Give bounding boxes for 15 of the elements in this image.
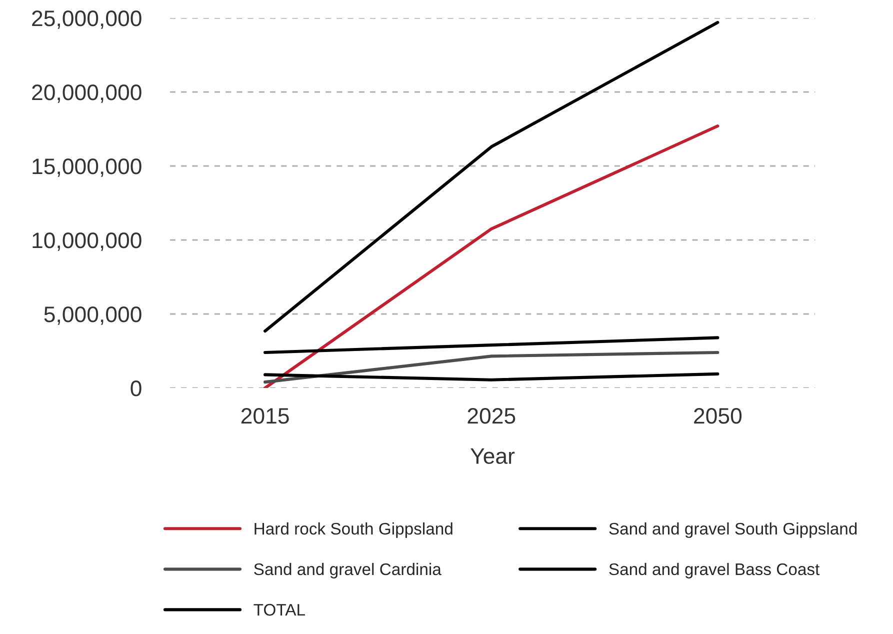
legend-label: Sand and gravel South Gippsland (609, 522, 857, 538)
x-axis-title: Year (470, 448, 515, 464)
y-tick-label: 15,000,000 (32, 158, 142, 177)
legend-label: Sand and gravel Bass Coast (609, 562, 820, 578)
y-tick-label: 0 (130, 380, 142, 396)
x-tick-label: 2050 (694, 408, 742, 424)
y-tick-label: 5,000,000 (44, 306, 142, 325)
legend-label: TOTAL (254, 604, 305, 616)
y-tick-label: 20,000,000 (32, 84, 142, 103)
x-tick-label: 2025 (468, 408, 516, 424)
y-tick-label: 25,000,000 (32, 10, 142, 29)
legend-label: Hard rock South Gippsland (254, 522, 452, 538)
y-tick-label: 10,000,000 (32, 232, 142, 251)
legend-label: Sand and gravel Cardinia (254, 562, 442, 578)
x-tick-label: 2015 (241, 408, 289, 424)
